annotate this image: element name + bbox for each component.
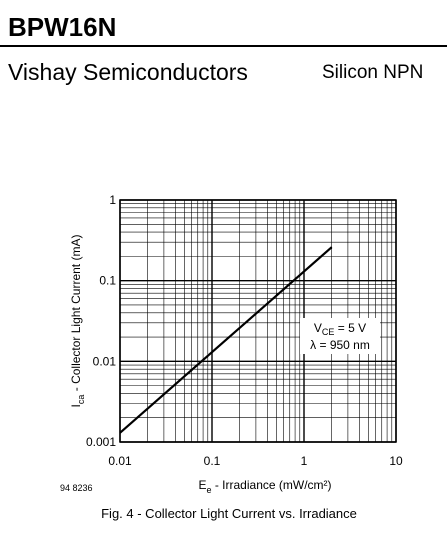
product: Silicon NPN [322, 62, 423, 83]
x-tick-label: 0.1 [204, 454, 221, 468]
annotation-v: V [314, 321, 322, 335]
y-tick-label: 1 [109, 193, 116, 207]
y-label-main: I [69, 404, 83, 407]
caption: Fig. 4 - Collector Light Current vs. Irr… [101, 506, 357, 521]
figure-code: 94 8236 [60, 483, 93, 493]
x-axis-label: Ee - Irradiance (mW/cm²) [198, 478, 331, 495]
x-tick-label: 1 [301, 454, 308, 468]
plot-frame [119, 199, 397, 443]
x-tick-label: 10 [389, 454, 403, 468]
part-number: BPW16N [8, 12, 116, 42]
data-line [119, 246, 333, 434]
annotation-line2: λ = 950 nm [310, 338, 370, 352]
y-axis-label: Ica - Collector Light Current (mA) [69, 235, 86, 408]
company: Vishay Semiconductors [8, 59, 248, 85]
y-tick-label: 0.1 [99, 274, 116, 288]
y-tick-label: 0.01 [93, 354, 117, 368]
annotation-rest: = 5 V [334, 321, 366, 335]
y-tick-label: 0.001 [86, 435, 116, 449]
y-label-sub: ca [76, 395, 86, 405]
x-label-rest: - Irradiance (mW/cm²) [212, 478, 332, 492]
annotation-box [300, 318, 380, 354]
y-label-rest: - Collector Light Current (mA) [69, 235, 83, 395]
annotation-sub: CE [322, 327, 335, 337]
annotation-line1: VCE = 5 V [314, 321, 366, 337]
x-tick-label: 0.01 [108, 454, 132, 468]
x-label-main: E [198, 478, 206, 492]
x-label-sub: e [207, 485, 212, 495]
